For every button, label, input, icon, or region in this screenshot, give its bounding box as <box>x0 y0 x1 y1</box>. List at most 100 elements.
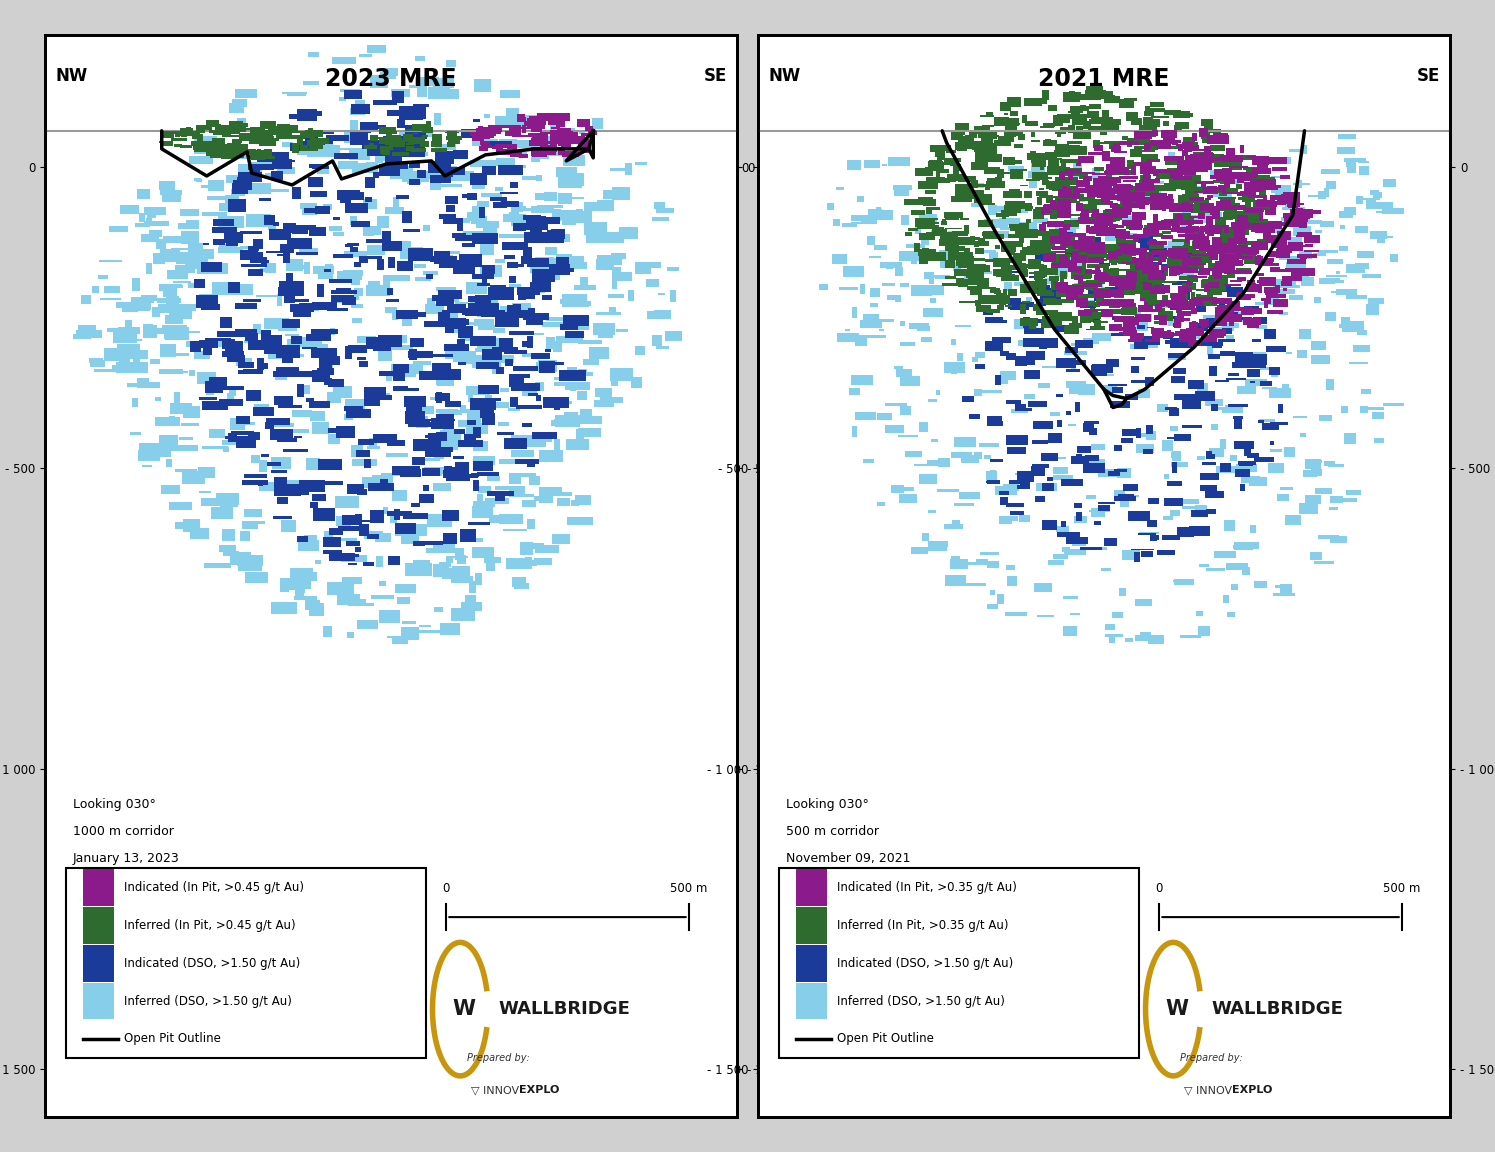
Bar <box>1126 220 1136 228</box>
Bar <box>446 473 469 482</box>
Bar <box>535 394 541 401</box>
Bar <box>1205 146 1211 154</box>
Bar <box>380 395 392 400</box>
Bar <box>1226 147 1235 156</box>
Bar <box>1133 285 1150 294</box>
Bar <box>954 167 958 175</box>
Bar <box>1259 179 1277 188</box>
Bar <box>1075 188 1091 192</box>
Bar <box>434 418 448 425</box>
Bar <box>1147 520 1157 526</box>
Bar <box>1051 257 1072 265</box>
Bar <box>460 319 469 325</box>
Bar <box>1120 142 1139 145</box>
Bar <box>1042 180 1049 184</box>
Bar <box>972 190 984 198</box>
Bar <box>1054 211 1069 217</box>
Bar <box>990 470 996 477</box>
Bar <box>1042 272 1049 273</box>
Bar <box>1217 467 1236 472</box>
Bar <box>274 222 278 226</box>
Bar <box>378 137 389 139</box>
Bar <box>1072 251 1079 256</box>
Bar <box>499 200 510 204</box>
Bar <box>1174 113 1193 118</box>
Bar <box>1076 298 1087 308</box>
Bar <box>369 439 377 448</box>
Bar <box>1036 311 1046 314</box>
Bar <box>1088 312 1094 314</box>
Bar <box>1069 185 1078 194</box>
Bar <box>292 143 303 145</box>
Bar <box>1063 245 1078 248</box>
Bar <box>311 135 314 143</box>
Bar <box>1018 264 1023 267</box>
Bar <box>1066 537 1088 544</box>
Bar <box>369 510 384 523</box>
Bar <box>296 577 311 589</box>
Bar <box>447 304 465 313</box>
Bar <box>949 160 960 166</box>
Bar <box>175 304 196 311</box>
Bar <box>1003 289 1008 296</box>
Bar <box>1265 288 1278 295</box>
Bar <box>885 425 904 433</box>
Bar <box>1073 240 1090 249</box>
Bar <box>1280 487 1293 490</box>
Bar <box>520 135 534 137</box>
Bar <box>323 627 332 637</box>
Bar <box>1180 287 1192 291</box>
Bar <box>955 123 969 132</box>
Bar <box>272 470 287 472</box>
Bar <box>1139 124 1157 134</box>
Bar <box>583 359 599 365</box>
Bar <box>1027 297 1032 308</box>
Bar <box>440 214 456 220</box>
Bar <box>492 347 517 351</box>
Bar <box>1230 209 1247 210</box>
Bar <box>1035 230 1046 236</box>
Bar <box>206 121 218 128</box>
Bar <box>1079 314 1091 323</box>
Bar <box>1148 159 1160 161</box>
Bar <box>454 235 481 241</box>
Bar <box>1105 298 1115 305</box>
Bar <box>132 397 138 407</box>
Bar <box>499 460 517 464</box>
Bar <box>601 396 623 402</box>
Bar <box>1287 200 1301 206</box>
Bar <box>1241 221 1245 226</box>
Bar <box>937 156 945 160</box>
Bar <box>598 335 613 338</box>
Bar <box>1042 235 1057 241</box>
Bar <box>1271 267 1280 272</box>
Bar <box>985 317 1003 324</box>
Bar <box>1154 314 1168 320</box>
Bar <box>562 211 580 220</box>
Bar <box>1280 157 1292 165</box>
Bar <box>906 244 925 248</box>
Bar <box>1005 516 1018 522</box>
Bar <box>402 152 428 156</box>
Bar <box>1123 484 1138 491</box>
Bar <box>1208 329 1224 338</box>
Bar <box>226 130 229 132</box>
Bar <box>299 203 315 209</box>
Bar <box>356 100 365 105</box>
Bar <box>1127 204 1145 206</box>
Bar <box>939 250 952 260</box>
Bar <box>1214 205 1230 210</box>
Bar <box>1023 115 1027 123</box>
Bar <box>867 236 875 245</box>
Bar <box>365 458 371 469</box>
Bar <box>469 399 496 410</box>
Bar <box>561 324 579 331</box>
Bar <box>1242 253 1256 260</box>
Bar <box>1009 248 1015 255</box>
Bar <box>1051 288 1070 294</box>
Bar <box>955 325 970 327</box>
Bar <box>312 166 329 168</box>
Bar <box>508 151 522 156</box>
Bar <box>552 127 561 129</box>
Bar <box>595 388 613 396</box>
